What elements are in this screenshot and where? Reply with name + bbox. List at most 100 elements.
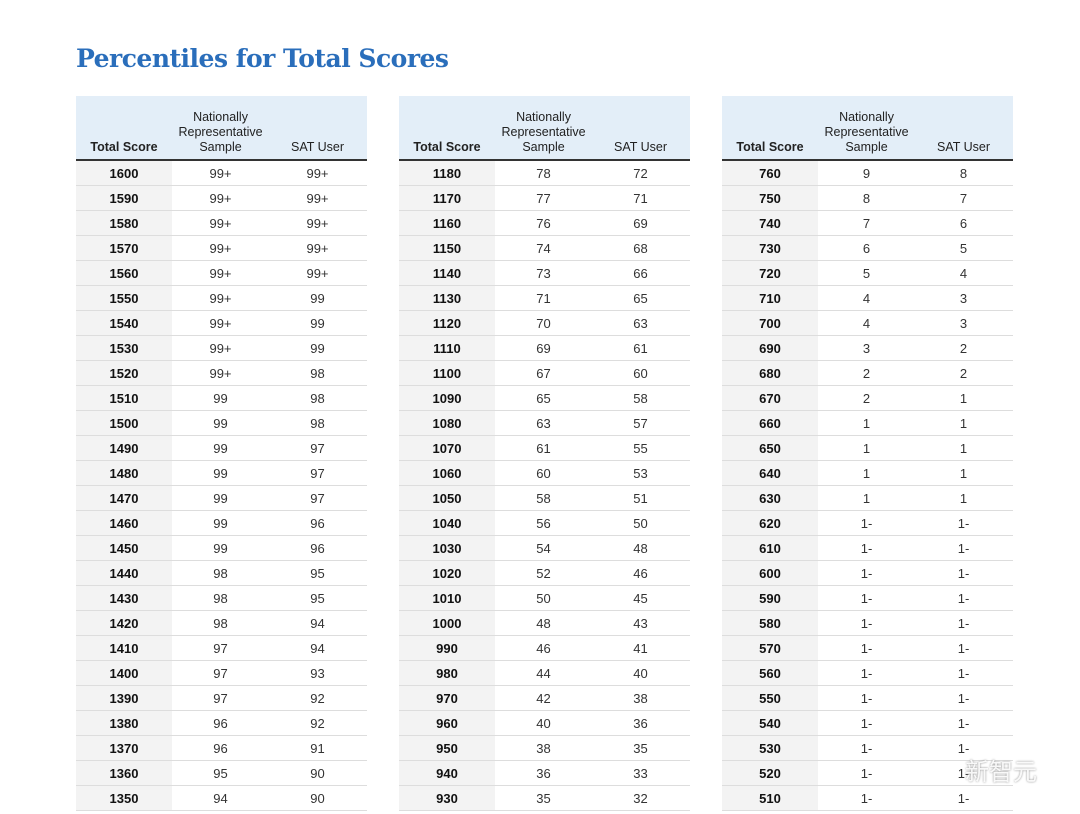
table-cell: 99 [213,516,228,531]
table-cell: 1150 [399,236,495,260]
table-cell: 33 [633,766,648,781]
header-cell: Nationally Representative Sample [501,110,586,154]
table-cell: 51 [633,491,648,506]
table-row: 1170 77 71 [399,186,690,211]
table-cell: 69 [536,341,551,356]
table-cell: 640 [722,461,818,485]
header-cell: SAT User [936,140,991,154]
table-cell: 68 [633,241,648,256]
table-cell: 1390 [76,686,172,710]
table-cell: 660 [722,411,818,435]
table-row: 1440 98 95 [76,561,367,586]
table-cell: 960 [399,711,495,735]
table-cell: 99 [310,291,325,306]
table-cell: 1- [860,516,873,531]
table-cell: 98 [213,566,228,581]
table-cell: 1 [862,441,871,456]
table-cell: 1- [860,791,873,806]
table-cell: 5 [862,266,871,281]
table-row: 750 8 7 [722,186,1013,211]
table-header: Total Score Nationally Representative Sam… [399,96,690,161]
table-cell: 1050 [399,486,495,510]
table-cell: 690 [722,336,818,360]
table-row: 1120 70 63 [399,311,690,336]
table-cell: 1- [860,541,873,556]
table-cell: 1 [959,466,968,481]
table-row: 680 2 2 [722,361,1013,386]
table-row: 730 6 5 [722,236,1013,261]
table-cell: 670 [722,386,818,410]
table-cell: 1 [959,391,968,406]
table-cell: 99+ [209,366,232,381]
table-cell: 77 [536,191,551,206]
table-row: 1160 76 69 [399,211,690,236]
table-cell: 1040 [399,511,495,535]
table-cell: 38 [633,691,648,706]
table-cell: 590 [722,586,818,610]
table-cell: 98 [213,591,228,606]
table-cell: 1090 [399,386,495,410]
table-cell: 61 [633,341,648,356]
table-cell: 1020 [399,561,495,585]
table-cell: 510 [722,786,818,810]
table-row: 1110 69 61 [399,336,690,361]
table-cell: 1- [860,666,873,681]
table-row: 1360 95 90 [76,761,367,786]
table-cell: 40 [633,666,648,681]
table-cell: 7 [959,191,968,206]
table-cell: 35 [536,791,551,806]
table-cell: 1- [860,716,873,731]
table-cell: 36 [633,716,648,731]
table-cell: 1430 [76,586,172,610]
table-cell: 720 [722,261,818,285]
table-cell: 620 [722,511,818,535]
table-cell: 92 [310,691,325,706]
table-header: Total Score Nationally Representative Sam… [76,96,367,161]
table-row: 1470 99 97 [76,486,367,511]
table-cell: 76 [536,216,551,231]
table-cell: 1370 [76,736,172,760]
table-cell: 36 [536,766,551,781]
table-row: 550 1- 1- [722,686,1013,711]
table-cell: 1600 [76,161,172,185]
table-row: 1380 96 92 [76,711,367,736]
table-cell: 1- [957,691,970,706]
table-cell: 1- [957,766,970,781]
table-row: 1520 99+ 98 [76,361,367,386]
table-cell: 99 [213,466,228,481]
table-row: 1490 99 97 [76,436,367,461]
table-row: 650 1 1 [722,436,1013,461]
table-cell: 99+ [209,166,232,181]
table-cell: 72 [633,166,648,181]
table-cell: 980 [399,661,495,685]
header-cell: Total Score [736,140,804,154]
table-cell: 2 [959,366,968,381]
table-row: 660 1 1 [722,411,1013,436]
table-cell: 1- [957,541,970,556]
table-cell: 98 [310,366,325,381]
table-cell: 540 [722,711,818,735]
table-cell: 99+ [306,266,329,281]
table-cell: 50 [536,591,551,606]
table-cell: 1560 [76,261,172,285]
table-cell: 69 [633,216,648,231]
table-row: 590 1- 1- [722,586,1013,611]
table-cell: 1120 [399,311,495,335]
table-cell: 65 [633,291,648,306]
table-row: 540 1- 1- [722,711,1013,736]
table-cell: 97 [213,691,228,706]
table-cell: 38 [536,741,551,756]
table-cell: 97 [310,466,325,481]
table-cell: 570 [722,636,818,660]
table-cell: 32 [633,791,648,806]
table-cell: 95 [310,591,325,606]
table-cell: 760 [722,161,818,185]
table-row: 1450 99 96 [76,536,367,561]
table-row: 530 1- 1- [722,736,1013,761]
table-cell: 1110 [399,336,495,360]
table-cell: 1- [957,791,970,806]
table-row: 1180 78 72 [399,161,690,186]
table-row: 630 1 1 [722,486,1013,511]
table-row: 570 1- 1- [722,636,1013,661]
